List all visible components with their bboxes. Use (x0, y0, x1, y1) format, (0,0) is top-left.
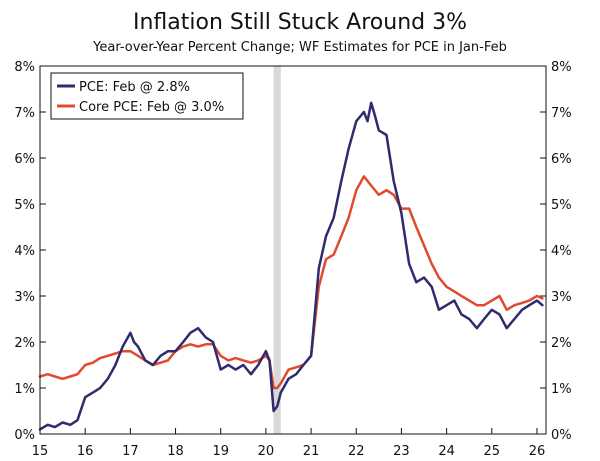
y-tick-label-right: 1% (551, 382, 572, 397)
y-tick-label-right: 4% (551, 244, 572, 259)
x-tick-label: 20 (258, 444, 275, 459)
pce-line (38, 101, 544, 431)
x-tick-label: 15 (32, 444, 49, 459)
x-tick-label: 23 (393, 444, 410, 459)
legend-label-pce: PCE: Feb @ 2.8% (79, 80, 190, 95)
legend-label-core-pce: Core PCE: Feb @ 3.0% (79, 100, 224, 115)
x-axis-ticks: 15 16 17 18 19 20 21 22 23 24 25 26 (32, 428, 546, 459)
y-tick-label-right: 5% (551, 198, 572, 213)
y-tick-label-right: 6% (551, 152, 572, 167)
x-tick-label: 22 (348, 444, 365, 459)
x-tick-label: 21 (303, 444, 320, 459)
chart-subtitle: Year-over-Year Percent Change; WF Estima… (92, 40, 507, 55)
y-tick-label-left: 2% (14, 336, 35, 351)
y-tick-label-right: 7% (551, 106, 572, 121)
core-pce-line (38, 175, 544, 390)
plot-frame (39, 65, 547, 435)
x-tick-label: 19 (212, 444, 229, 459)
x-tick-label: 18 (167, 444, 184, 459)
y-tick-label-right: 0% (551, 428, 572, 443)
x-tick-label: 16 (77, 444, 94, 459)
y-tick-label-right: 8% (551, 60, 572, 75)
y-tick-label-left: 5% (14, 198, 35, 213)
legend-box (50, 72, 244, 120)
x-tick-label: 24 (438, 444, 455, 459)
y-tick-label-left: 7% (14, 106, 35, 121)
x-tick-label: 26 (529, 444, 546, 459)
series-lines (38, 101, 544, 431)
y-tick-label-left: 6% (14, 152, 35, 167)
y-tick-label-right: 2% (551, 336, 572, 351)
right-axis-ticks: 0% 1% 2% 3% 4% 5% 6% 7% 8% (540, 60, 572, 443)
y-tick-label-left: 0% (14, 428, 35, 443)
y-tick-label-right: 3% (551, 290, 572, 305)
legend: PCE: Feb @ 2.8% Core PCE: Feb @ 3.0% (50, 72, 244, 120)
y-tick-label-left: 4% (14, 244, 35, 259)
x-tick-label: 25 (484, 444, 501, 459)
y-tick-label-left: 8% (14, 60, 35, 75)
recession-band (273, 66, 281, 434)
y-tick-label-left: 1% (14, 382, 35, 397)
chart-title: Inflation Still Stuck Around 3% (133, 10, 467, 35)
y-tick-label-left: 3% (14, 290, 35, 305)
x-tick-label: 17 (122, 444, 139, 459)
left-axis-ticks: 0% 1% 2% 3% 4% 5% 6% 7% 8% (14, 60, 46, 443)
